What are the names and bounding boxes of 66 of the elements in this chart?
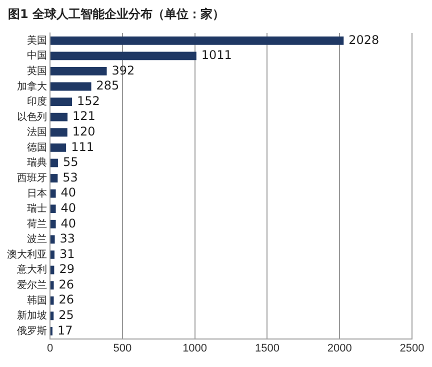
bar [50,204,56,214]
y-tick-label: 中国 [27,50,47,62]
x-tick-label: 500 [113,342,132,354]
bar [50,52,196,60]
bar [50,143,66,152]
data-label: 40 [60,216,76,230]
bar [50,312,54,320]
data-label: 55 [62,155,78,170]
data-label: 120 [72,124,96,139]
data-label: 26 [58,277,74,292]
bar [50,174,58,182]
y-tick-label: 印度 [27,96,47,108]
bar [50,266,54,274]
bar [50,112,68,122]
data-label: 40 [60,186,76,200]
data-label: 40 [60,200,76,215]
y-tick-label: 瑞士 [27,202,47,215]
bar [50,220,56,228]
bar [50,67,107,76]
x-tick-label: 0 [46,342,54,354]
y-tick-label: 新加坡 [17,310,47,322]
bar [50,82,92,91]
x-tick-label: 1000 [182,342,208,354]
bar [50,281,54,290]
bar [50,296,54,305]
y-tick-label: 荷兰 [27,218,47,230]
data-label: 33 [60,232,76,246]
data-label: 1011 [201,48,232,62]
chart-title: 图1 全球人工智能企业分布（单位：家） [8,6,225,23]
y-tick-label: 德国 [27,142,47,154]
y-tick-label: 波兰 [27,233,47,246]
bar [50,235,55,244]
data-label: 29 [59,262,74,276]
y-tick-label: 爱尔兰 [17,279,47,292]
y-tick-label: 法国 [27,126,47,138]
bar [50,98,72,106]
data-label: 26 [58,292,74,307]
bar [50,36,344,45]
y-tick-label: 以色列 [17,110,47,123]
data-label: 111 [71,140,94,154]
x-tick-label: 2500 [400,342,424,354]
bar [50,189,56,198]
bar [50,158,58,168]
bar [50,250,54,259]
data-label: 31 [59,246,75,261]
y-tick-label: 加拿大 [17,80,47,92]
y-tick-label: 美国 [27,34,47,46]
data-label: 25 [58,308,74,322]
y-tick-label: 韩国 [27,294,47,306]
x-tick-label: 1500 [254,342,280,354]
data-label: 392 [112,63,135,78]
data-label: 2028 [348,32,380,47]
bar [50,128,68,137]
data-label: 285 [96,78,120,93]
y-tick-label: 瑞典 [27,156,47,169]
data-label: 152 [77,94,100,108]
y-tick-label: 俄罗斯 [17,324,47,337]
y-tick-label: 意大利 [16,264,47,276]
x-tick-label: 2000 [327,342,352,354]
y-tick-label: 澳大利亚 [7,248,47,260]
y-tick-label: 西班牙 [17,172,47,184]
y-tick-label: 英国 [27,64,47,77]
y-tick-label: 日本 [27,187,47,200]
data-label: 17 [57,323,73,338]
data-label: 121 [72,109,96,124]
data-label: 53 [62,170,78,184]
